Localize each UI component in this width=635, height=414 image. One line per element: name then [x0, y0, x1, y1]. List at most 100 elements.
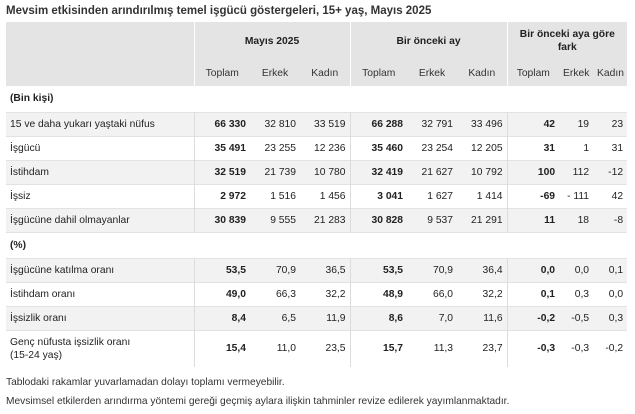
col-header-total: Toplam — [506, 60, 560, 86]
row-label: İşgücü — [6, 135, 194, 160]
cell: 0,3 — [559, 281, 594, 306]
row-label: İstihdam — [6, 159, 194, 184]
table-row: İstihdam 32 519 21 739 10 780 32 419 21 … — [6, 159, 628, 184]
cell: 21 627 — [407, 159, 458, 184]
cell: 31 — [506, 135, 560, 160]
cell: 30 828 — [349, 207, 408, 232]
cell: 66 288 — [349, 111, 408, 136]
cell: 32,2 — [300, 281, 351, 306]
section-label-row: (%) — [6, 231, 628, 258]
cell: 10 780 — [300, 159, 351, 184]
cell: 11,6 — [457, 305, 508, 330]
cell: 11,0 — [250, 329, 300, 367]
cell: 10 792 — [457, 159, 508, 184]
cell: 1 414 — [457, 183, 508, 208]
cell: -12 — [593, 159, 628, 184]
cell: 21 283 — [300, 207, 351, 232]
cell: 21 291 — [457, 207, 508, 232]
cell: -8 — [593, 207, 628, 232]
cell: 9 555 — [250, 207, 300, 232]
cell: 11,9 — [300, 305, 351, 330]
subcolumn-header-row: Toplam Erkek Kadın Toplam Erkek Kadın To… — [6, 60, 628, 86]
cell: 53,5 — [193, 257, 250, 282]
cell: 66 330 — [193, 111, 250, 136]
cell: 49,0 — [193, 281, 250, 306]
cell: 48,9 — [349, 281, 408, 306]
cell: 70,9 — [250, 257, 300, 282]
cell: 3 041 — [349, 183, 408, 208]
col-header-female: Kadın — [457, 60, 508, 86]
table-row: İşsiz 2 972 1 516 1 456 3 041 1 627 1 41… — [6, 183, 628, 208]
cell: -0,3 — [559, 329, 594, 367]
row-label: İşgücüne katılma oranı — [6, 257, 194, 282]
cell: -0,2 — [506, 305, 560, 330]
cell: 32 810 — [250, 111, 300, 136]
footnote-revision: Mevsimsel etkilerden arındırma yöntemi g… — [6, 396, 510, 407]
cell: 23 254 — [407, 135, 458, 160]
cell: - 111 — [559, 183, 594, 208]
cell: 66,0 — [407, 281, 458, 306]
table-row: Genç nüfusta işsizlik oranı (15-24 yaş) … — [6, 329, 628, 367]
table-row: İşsizlik oranı 8,4 6,5 11,9 8,6 7,0 11,6… — [6, 305, 628, 330]
cell: 23,7 — [457, 329, 508, 367]
cell: 7,0 — [407, 305, 458, 330]
cell: 1 456 — [300, 183, 351, 208]
col-header-male: Erkek — [559, 60, 594, 86]
cell: -0,3 — [506, 329, 560, 367]
cell: 66,3 — [250, 281, 300, 306]
group-header-previous: Bir önceki ay — [349, 22, 508, 60]
cell: 32 791 — [407, 111, 458, 136]
section-label-row: (Bin kişi) — [6, 86, 628, 112]
cell: -69 — [506, 183, 560, 208]
group-header-difference: Bir önceki aya göre fark — [506, 22, 628, 60]
section-label-thousand-persons: (Bin kişi) — [6, 86, 628, 112]
cell: 0,1 — [593, 257, 628, 282]
cell: 30 839 — [193, 207, 250, 232]
cell: 1 516 — [250, 183, 300, 208]
table-row: 15 ve daha yukarı yaştaki nüfus 66 330 3… — [6, 111, 628, 136]
cell: 112 — [559, 159, 594, 184]
row-label: İşgücüne dahil olmayanlar — [6, 207, 194, 232]
col-header-female: Kadın — [300, 60, 351, 86]
group-header-current: Mayıs 2025 — [193, 22, 351, 60]
cell: 35 491 — [193, 135, 250, 160]
section-label-percent: (%) — [6, 231, 628, 258]
labour-indicators-table: Mayıs 2025 Bir önceki ay Bir önceki aya … — [6, 22, 628, 367]
row-label: İşsizlik oranı — [6, 305, 194, 330]
cell: 11,3 — [407, 329, 458, 367]
cell: 21 739 — [250, 159, 300, 184]
cell: 23 — [593, 111, 628, 136]
col-header-male: Erkek — [250, 60, 300, 86]
cell: 42 — [506, 111, 560, 136]
col-header-female: Kadın — [593, 60, 628, 86]
col-header-total: Toplam — [349, 60, 408, 86]
cell: 100 — [506, 159, 560, 184]
cell: 0,1 — [506, 281, 560, 306]
table-row: İşgücüne dahil olmayanlar 30 839 9 555 2… — [6, 207, 628, 232]
table-row: İstihdam oranı 49,0 66,3 32,2 48,9 66,0 … — [6, 281, 628, 306]
cell: 1 627 — [407, 183, 458, 208]
cell: 0,0 — [506, 257, 560, 282]
cell: 23,5 — [300, 329, 351, 367]
table-title: Mevsim etkisinden arındırılmış temel işg… — [6, 5, 432, 17]
cell: -0,5 — [559, 305, 594, 330]
cell: 32 519 — [193, 159, 250, 184]
header-corner — [6, 22, 194, 60]
cell: 8,4 — [193, 305, 250, 330]
row-label: İstihdam oranı — [6, 281, 194, 306]
cell: 32 419 — [349, 159, 408, 184]
cell: -0,2 — [593, 329, 628, 367]
cell: 33 519 — [300, 111, 351, 136]
cell: 15,7 — [349, 329, 408, 367]
cell: 19 — [559, 111, 594, 136]
cell: 32,2 — [457, 281, 508, 306]
cell: 6,5 — [250, 305, 300, 330]
cell: 1 — [559, 135, 594, 160]
cell: 9 537 — [407, 207, 458, 232]
cell: 15,4 — [193, 329, 250, 367]
cell: 70,9 — [407, 257, 458, 282]
table-row: İşgücü 35 491 23 255 12 236 35 460 23 25… — [6, 135, 628, 160]
cell: 42 — [593, 183, 628, 208]
row-label: Genç nüfusta işsizlik oranı (15-24 yaş) — [6, 329, 194, 367]
